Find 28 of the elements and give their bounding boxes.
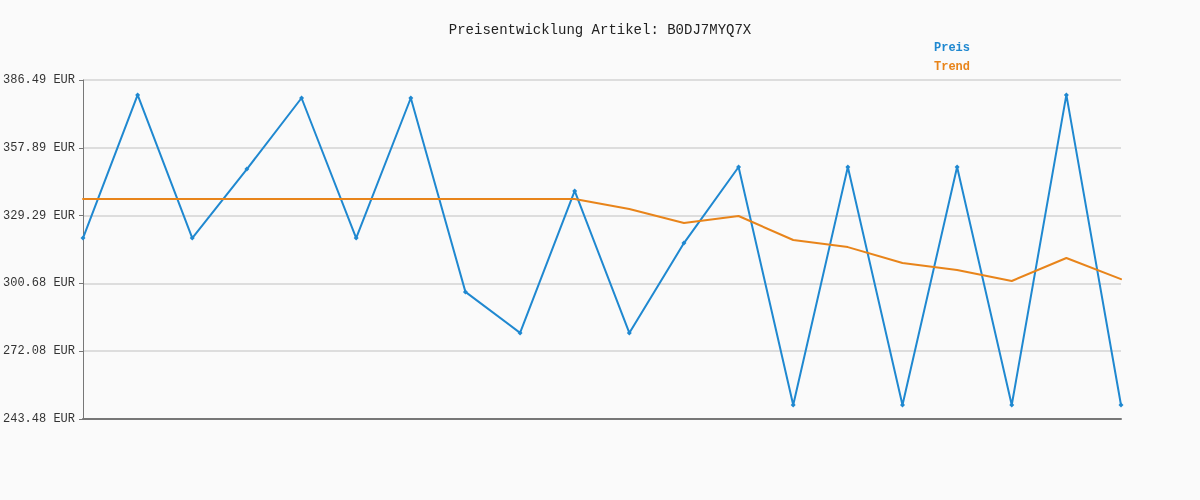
point: [954, 164, 960, 170]
line-series: [82, 197, 1122, 282]
y-tick-label: 272.08 EUR: [3, 344, 76, 359]
point: [736, 164, 742, 170]
point: [626, 330, 632, 336]
text: Trend: [933, 60, 971, 74]
point: [899, 402, 905, 408]
point: [80, 235, 86, 241]
point: [790, 402, 796, 408]
point: [299, 95, 305, 101]
point: [353, 235, 359, 241]
chart-title: Preisentwicklung Artikel: B0DJ7MYQ7X: [448, 22, 752, 38]
y-tick-label: 357.89 EUR: [3, 140, 76, 155]
point: [517, 330, 523, 336]
point: [244, 166, 250, 172]
y-tick-label: 243.48 EUR: [3, 412, 76, 426]
y-tick-label: 300.68 EUR: [3, 276, 76, 291]
y-tick-label: 329.29 EUR: [3, 208, 76, 223]
point: [1063, 92, 1069, 98]
point: [845, 164, 851, 170]
point: [681, 240, 687, 246]
point: [408, 95, 414, 101]
point: [462, 289, 468, 295]
point: [189, 235, 195, 241]
point: [1009, 402, 1015, 408]
text: Preis: [933, 41, 971, 55]
y-tick-label: 386.49 EUR: [3, 73, 76, 87]
point: [1118, 402, 1124, 408]
